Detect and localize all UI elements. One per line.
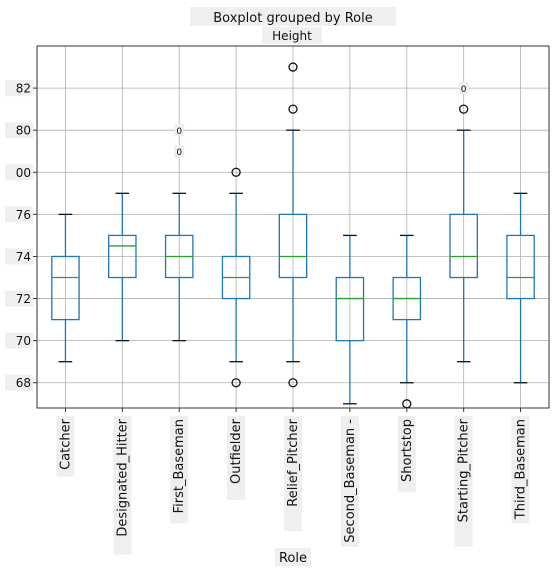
x-tick-label-bg <box>397 416 416 493</box>
x-tick-label-group: First_Baseman <box>170 416 189 524</box>
x-tick-label: Third_Baseman <box>514 419 529 520</box>
outlier-point <box>288 62 298 72</box>
x-tick-label: Relief_Pitcher <box>286 418 301 506</box>
y-tick-label-bg <box>5 122 33 139</box>
x-tick-label-group: Shortstop <box>397 416 416 493</box>
x-tick-label-group: Outfielder <box>227 416 246 500</box>
y-tick-label: 74 <box>16 250 31 264</box>
box-relief-pitcher <box>278 62 308 388</box>
y-tick-label: 80 <box>16 124 31 138</box>
y-tick-label-bg <box>5 290 33 307</box>
x-tick-label: Shortstop <box>400 419 415 482</box>
x-tick-label-group: Designated_Hitter <box>113 416 132 555</box>
y-tick-label-bg <box>5 248 33 265</box>
y-tick-label: 68 <box>16 376 31 390</box>
suptitle-bg <box>190 7 396 26</box>
x-tick-label-group: Third_Baseman <box>511 416 530 524</box>
y-axis: 68 70 72 74 76 00 80 82 <box>5 80 37 391</box>
x-tick-label: Catcher <box>58 418 73 470</box>
x-tick-label: Starting_Pitcher <box>457 418 472 522</box>
iqr-box <box>335 276 365 342</box>
y-tick-label-bg <box>5 332 33 349</box>
x-axis-label: Role <box>279 551 307 566</box>
y-tick-label: 82 <box>16 82 31 96</box>
outlier-point <box>288 104 298 114</box>
outlier-point <box>231 378 241 388</box>
x-tick-label-group: Relief_Pitcher <box>284 416 302 532</box>
title-bg <box>262 27 322 44</box>
x-tick-label: First_Baseman <box>172 419 187 513</box>
x-tick-label-bg <box>170 416 189 524</box>
iqr-box <box>51 255 80 321</box>
y-tick-label-bg <box>5 206 33 223</box>
annotation-bg <box>174 145 185 158</box>
y-tick-label-bg <box>5 80 33 97</box>
box-outfielder <box>221 167 251 388</box>
plot-layer: 0 0 0 <box>51 62 535 409</box>
iqr-box <box>506 234 535 300</box>
outlier-point <box>459 104 469 114</box>
y-tick-label-bg <box>5 164 33 181</box>
annotation-text: 0 <box>176 148 182 158</box>
annotation-bg <box>174 124 185 137</box>
x-tick-label-bg <box>56 416 75 477</box>
box-starting-pitcher <box>449 104 478 363</box>
x-axis: Catcher Designated_Hitter First_Baseman Out… <box>56 408 530 555</box>
chart-title: Height <box>272 29 312 43</box>
box-second-baseman <box>335 234 365 405</box>
x-tick-label: Designated_Hitter <box>115 418 130 536</box>
chart-suptitle: Boxplot grouped by Role <box>213 11 372 26</box>
x-tick-label-bg <box>454 416 473 547</box>
y-tick-label: 72 <box>16 292 31 306</box>
x-tick-label: Second_Baseman - <box>343 419 358 543</box>
y-tick-label: 00 <box>16 166 31 180</box>
outlier-point <box>288 378 298 388</box>
x-tick-label-bg <box>284 416 302 532</box>
iqr-box <box>449 213 478 279</box>
box-designated-hitter <box>108 192 137 342</box>
y-tick-label-bg <box>5 374 33 391</box>
box-first-baseman <box>164 192 194 342</box>
x-tick-label-bg <box>227 416 246 500</box>
annotation-bg <box>458 82 469 95</box>
y-tick-label: 76 <box>16 208 31 222</box>
x-tick-label-bg <box>340 416 359 547</box>
x-tick-label-group: Catcher <box>56 416 75 477</box>
iqr-box <box>278 213 308 279</box>
annotation-text: 0 <box>176 127 182 137</box>
box-third-baseman <box>506 192 535 384</box>
annotation-text: 0 <box>461 85 467 95</box>
x-tick-label: Outfielder <box>229 418 244 484</box>
xlabel-bg <box>275 548 311 566</box>
iqr-box <box>108 234 137 279</box>
y-tick-label: 70 <box>16 334 31 348</box>
outlier-point <box>231 167 241 177</box>
x-tick-label-bg <box>511 416 530 524</box>
x-tick-label-group: Starting_Pitcher <box>454 416 473 547</box>
box-catcher <box>51 213 80 363</box>
x-tick-label-group: Second_Baseman - <box>340 416 359 547</box>
x-tick-label-bg <box>113 416 132 555</box>
